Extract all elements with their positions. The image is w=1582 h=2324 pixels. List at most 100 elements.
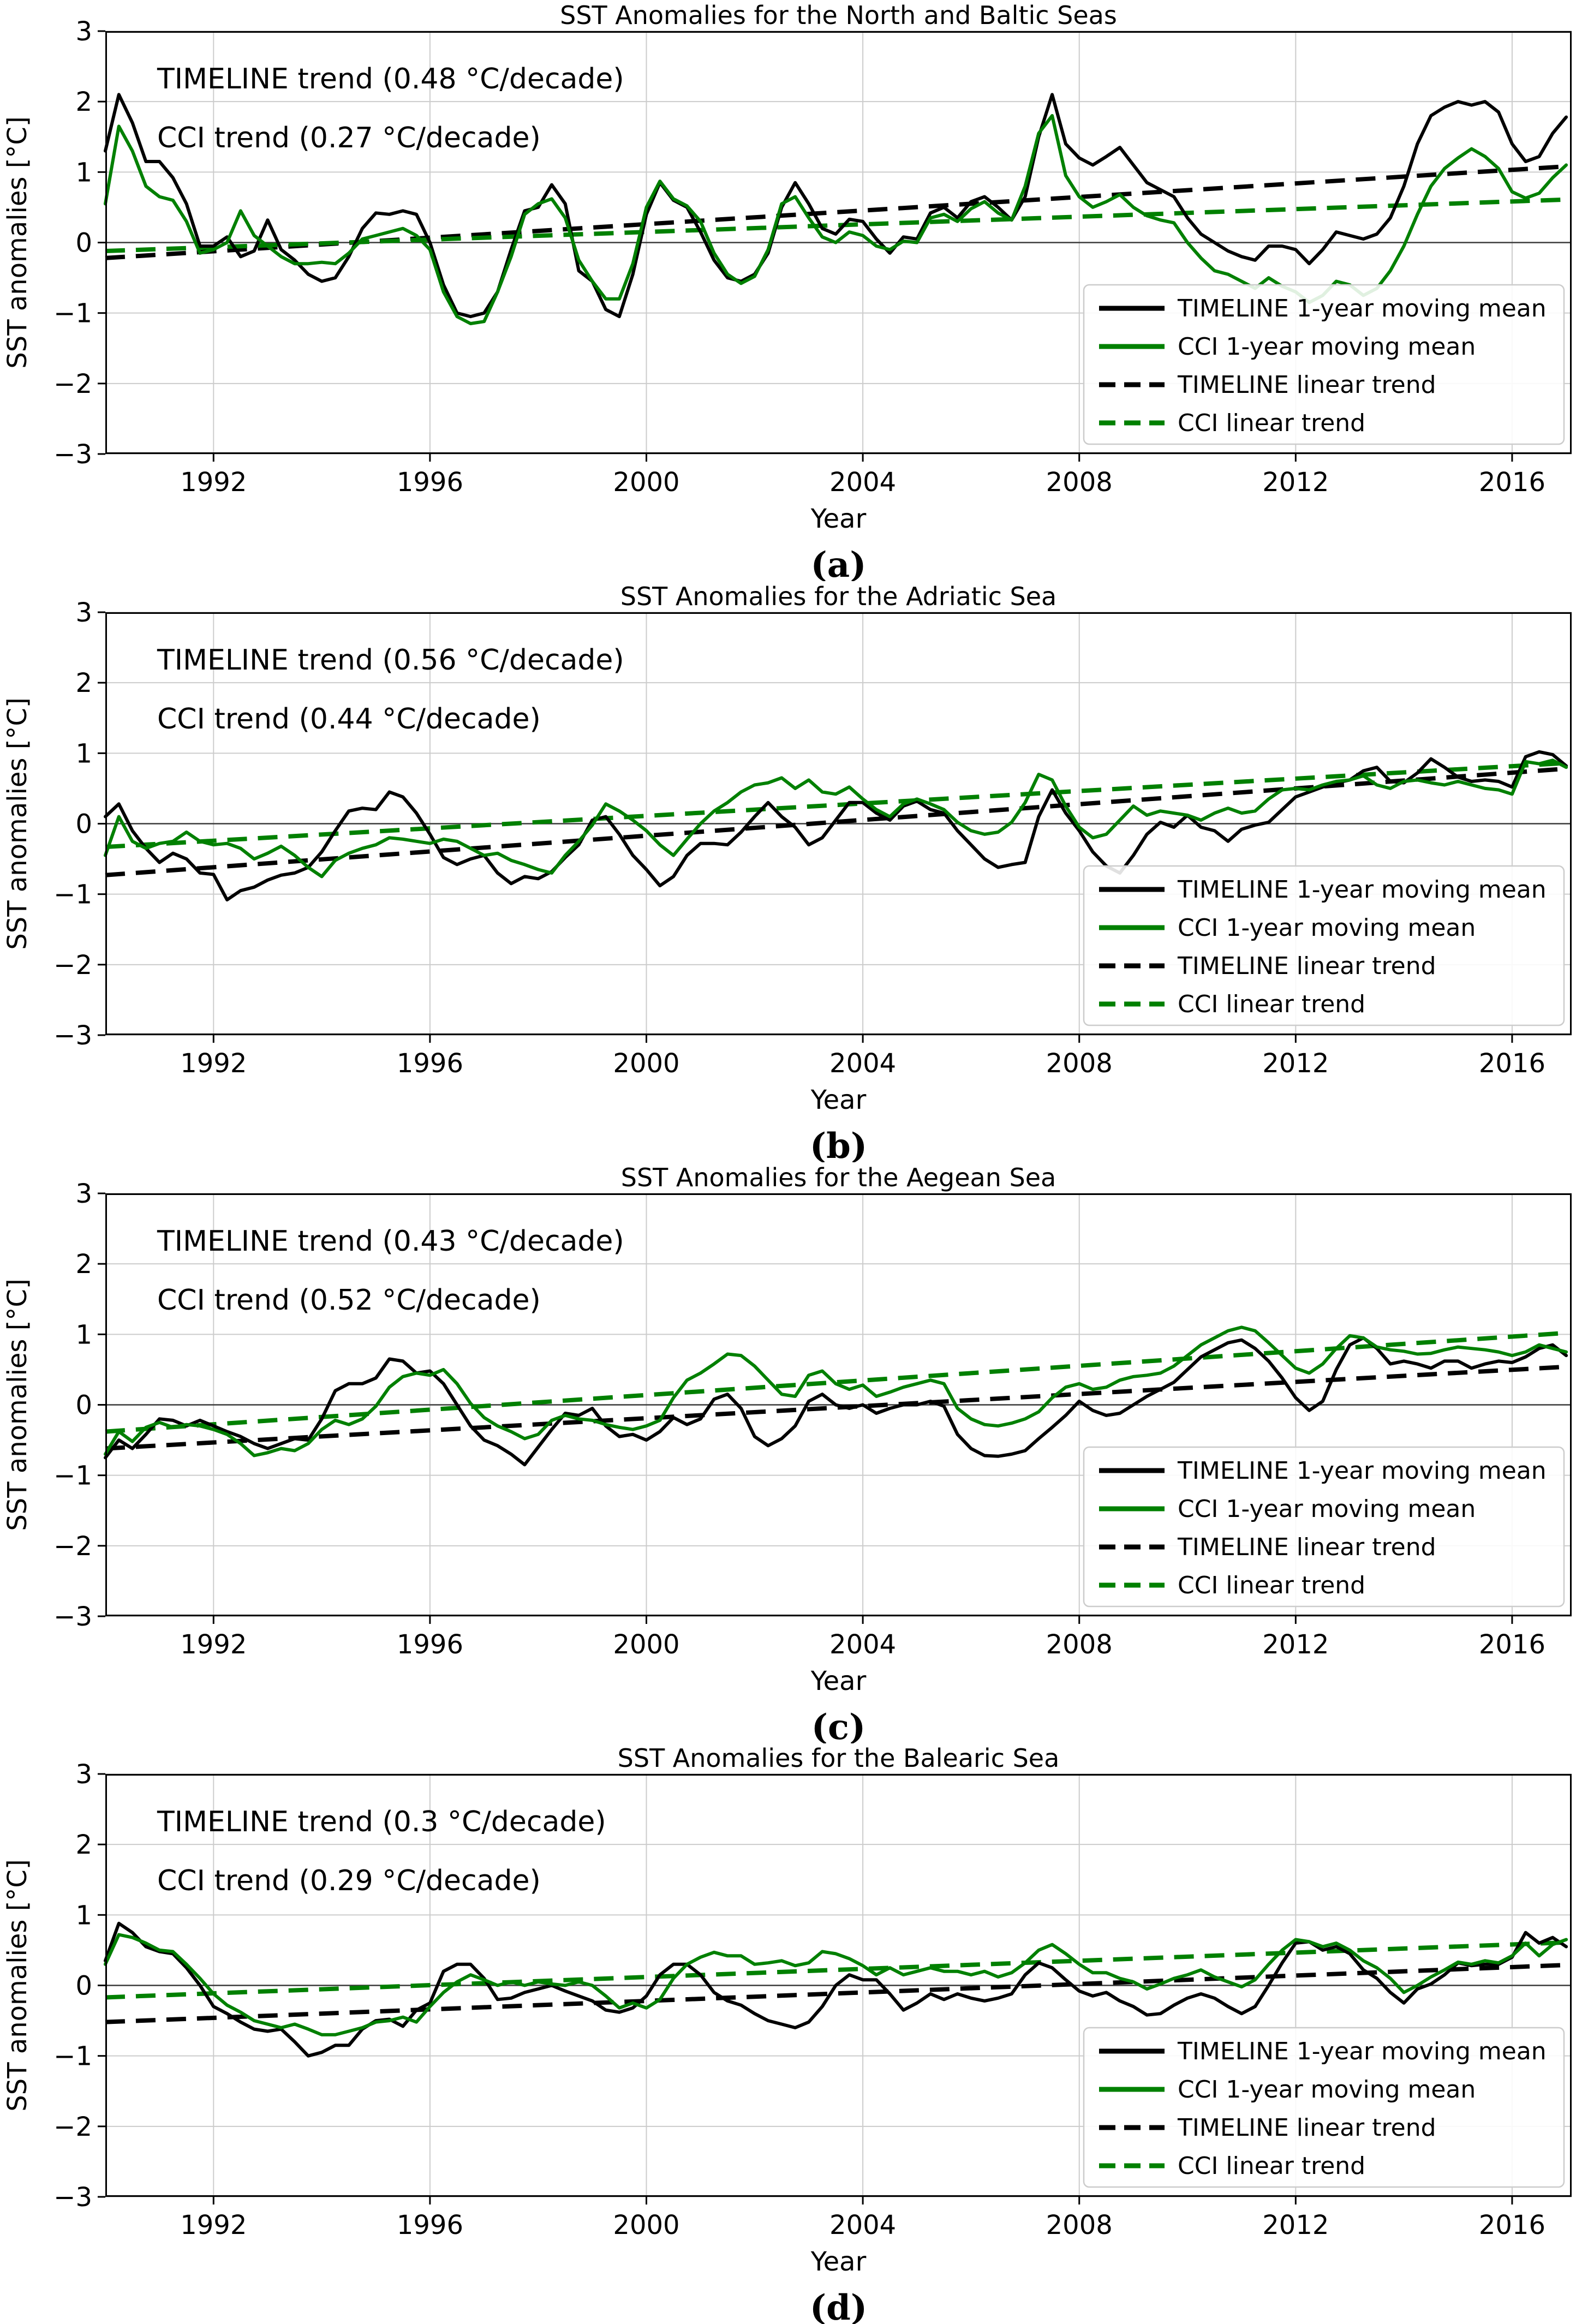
legend: TIMELINE 1-year moving mean CCI 1-year mo… [1083, 284, 1565, 445]
y-axis-label: SST anomalies [°C] [2, 116, 33, 368]
panel-letter: (b) [810, 1126, 867, 1162]
legend-label: TIMELINE linear trend [1177, 952, 1436, 980]
legend-label: TIMELINE 1-year moving mean [1177, 2038, 1547, 2065]
legend-label: TIMELINE linear trend [1177, 2114, 1436, 2142]
x-tick-label: 2012 [1262, 1629, 1329, 1660]
x-axis-label: Year [810, 504, 867, 534]
legend-label: CCI 1-year moving mean [1178, 1495, 1476, 1523]
legend-label: CCI linear trend [1178, 409, 1365, 437]
x-tick-label: 2000 [613, 467, 679, 498]
y-tick-label: −1 [53, 298, 92, 329]
y-tick-label: −2 [53, 2112, 92, 2142]
y-tick-label: 3 [75, 16, 92, 47]
y-tick-label: 1 [75, 1901, 92, 1931]
y-tick-label: 2 [75, 87, 92, 117]
trend-line [105, 1963, 1567, 2024]
x-tick-label: 2000 [613, 1629, 679, 1660]
trend-line [105, 1364, 1567, 1451]
x-tick-label: 2016 [1479, 467, 1545, 498]
plot-border [105, 31, 1572, 454]
y-tick-label: 2 [75, 1830, 92, 1860]
y-tick-label: −1 [53, 2041, 92, 2072]
y-axis-label: SST anomalies [°C] [2, 1860, 33, 2112]
legend-label: TIMELINE linear trend [1177, 1533, 1436, 1561]
y-tick-label: 2 [75, 668, 92, 698]
legend-label: TIMELINE 1-year moving mean [1177, 295, 1547, 322]
x-tick-label: 1992 [180, 1629, 247, 1660]
legend-box [1083, 865, 1565, 1026]
y-tick-label: −3 [53, 2182, 92, 2213]
chart-title: SST Anomalies for the North and Baltic S… [560, 1, 1117, 30]
chart-title: SST Anomalies for the Balearic Sea [618, 1743, 1060, 1773]
legend-box [1083, 284, 1565, 445]
x-tick-label: 1996 [397, 2210, 463, 2241]
x-tick-label: 2012 [1262, 2210, 1329, 2241]
y-tick-label: 3 [75, 598, 92, 628]
x-tick-label: 1992 [180, 467, 247, 498]
y-tick-label: −1 [53, 879, 92, 910]
panel-a: SST Anomalies for the North and Baltic S… [2, 1, 1572, 581]
y-tick-label: 0 [75, 228, 92, 259]
x-tick-label: 2004 [829, 1629, 896, 1660]
x-axis-label: Year [810, 1666, 867, 1696]
y-tick-label: 1 [75, 157, 92, 188]
panel-d: SST Anomalies for the Balearic Sea TIMELI… [2, 1743, 1572, 2324]
series-line [104, 1336, 1568, 1466]
legend-label: CCI linear trend [1178, 1572, 1365, 1599]
trend-annotation: CCI trend (0.52 °C/decade) [157, 1284, 541, 1317]
trend-annotation: CCI trend (0.27 °C/decade) [157, 122, 541, 154]
y-tick-label: 0 [75, 1971, 92, 2002]
y-tick-label: −3 [53, 1602, 92, 1632]
x-tick-label: 2008 [1046, 2210, 1113, 2241]
y-axis-label: SST anomalies [°C] [2, 697, 33, 949]
x-tick-label: 2016 [1479, 2210, 1545, 2241]
trend-annotation: CCI trend (0.44 °C/decade) [157, 703, 541, 736]
legend-label: CCI 1-year moving mean [1178, 2076, 1476, 2104]
plot-border [105, 1774, 1572, 2197]
x-tick-label: 2008 [1046, 467, 1113, 498]
x-tick-label: 1996 [397, 1048, 463, 1079]
y-tick-label: −2 [53, 369, 92, 399]
x-tick-label: 2012 [1262, 467, 1329, 498]
legend: TIMELINE 1-year moving mean CCI 1-year mo… [1083, 865, 1565, 1026]
legend-label: TIMELINE linear trend [1177, 371, 1436, 399]
legend: TIMELINE 1-year moving mean CCI 1-year mo… [1083, 1446, 1565, 1607]
y-tick-label: 0 [75, 809, 92, 839]
legend-label: CCI 1-year moving mean [1178, 333, 1476, 361]
y-tick-label: −2 [53, 950, 92, 981]
x-tick-label: 2004 [829, 2210, 896, 2241]
panel-c: SST Anomalies for the Aegean Sea TIMELINE… [2, 1163, 1572, 1743]
panel-b: SST Anomalies for the Adriatic Sea TIMELI… [2, 582, 1572, 1162]
x-tick-label: 2004 [829, 1048, 896, 1079]
trend-annotation: TIMELINE trend (0.43 °C/decade) [157, 1225, 624, 1258]
y-tick-label: −2 [53, 1531, 92, 1561]
x-tick-label: 1996 [397, 1629, 463, 1660]
x-tick-label: 1992 [180, 2210, 247, 2241]
plot-border [105, 1193, 1572, 1616]
x-tick-label: 2008 [1046, 1048, 1113, 1079]
legend: TIMELINE 1-year moving mean CCI 1-year mo… [1083, 2027, 1565, 2188]
trend-line [105, 761, 1567, 849]
series-line [104, 1922, 1568, 2058]
y-tick-label: 1 [75, 738, 92, 769]
legend-label: TIMELINE 1-year moving mean [1177, 876, 1547, 904]
trend-annotation: TIMELINE trend (0.48 °C/decade) [157, 63, 624, 95]
panel-letter: (c) [811, 1707, 866, 1743]
chart-title: SST Anomalies for the Aegean Sea [621, 1163, 1056, 1192]
y-tick-label: 3 [75, 1759, 92, 1790]
x-axis-label: Year [810, 2247, 867, 2277]
trend-annotation: TIMELINE trend (0.56 °C/decade) [157, 644, 624, 677]
x-tick-label: 1996 [397, 467, 463, 498]
trend-annotation: TIMELINE trend (0.3 °C/decade) [157, 1806, 606, 1838]
series-line [104, 750, 1568, 901]
panel-letter: (d) [810, 2287, 867, 2324]
panel-letter: (a) [810, 545, 866, 581]
trend-annotation: CCI trend (0.29 °C/decade) [157, 1865, 541, 1897]
y-tick-label: −3 [53, 439, 92, 470]
x-tick-label: 2016 [1479, 1048, 1545, 1079]
plot-border [105, 612, 1572, 1035]
x-tick-label: 2012 [1262, 1048, 1329, 1079]
series-line [104, 1933, 1568, 2037]
y-axis-label: SST anomalies [°C] [2, 1279, 33, 1531]
